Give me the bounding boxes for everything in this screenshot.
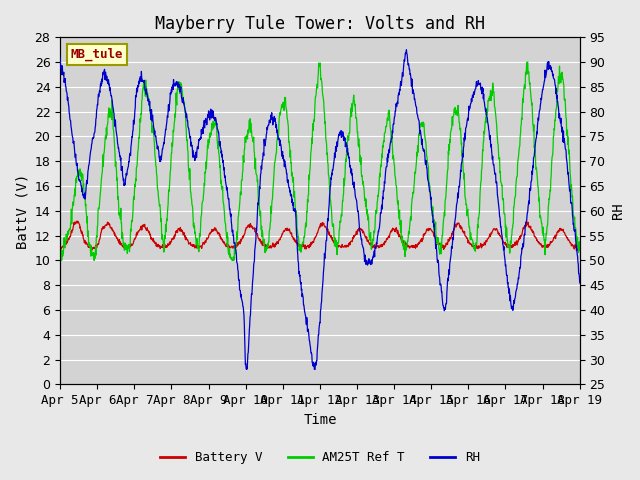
X-axis label: Time: Time xyxy=(303,413,337,427)
Text: MB_tule: MB_tule xyxy=(70,48,123,61)
Y-axis label: RH: RH xyxy=(611,203,625,219)
Title: Mayberry Tule Tower: Volts and RH: Mayberry Tule Tower: Volts and RH xyxy=(155,15,485,33)
Y-axis label: BattV (V): BattV (V) xyxy=(15,173,29,249)
Legend: Battery V, AM25T Ref T, RH: Battery V, AM25T Ref T, RH xyxy=(155,446,485,469)
